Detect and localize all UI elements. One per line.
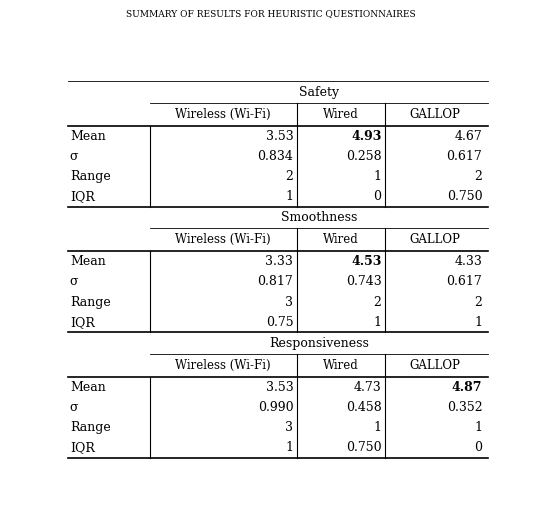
Text: IQR: IQR: [70, 190, 95, 203]
Text: 0.617: 0.617: [447, 275, 482, 288]
Text: 0.258: 0.258: [346, 150, 382, 163]
Text: 2: 2: [286, 170, 293, 183]
Text: Wired: Wired: [323, 359, 359, 372]
Text: 2: 2: [474, 170, 482, 183]
Text: 0.75: 0.75: [266, 316, 293, 329]
Text: Smoothness: Smoothness: [281, 211, 357, 224]
Text: GALLOP: GALLOP: [410, 108, 461, 121]
Text: 4.87: 4.87: [452, 381, 482, 393]
Text: Wireless (Wi-Fi): Wireless (Wi-Fi): [176, 359, 271, 372]
Text: 3.33: 3.33: [266, 255, 293, 268]
Text: 0.750: 0.750: [346, 441, 382, 454]
Text: 1: 1: [285, 190, 293, 203]
Text: GALLOP: GALLOP: [410, 359, 461, 372]
Text: Mean: Mean: [70, 381, 106, 393]
Text: 0.743: 0.743: [346, 275, 382, 288]
Text: 4.93: 4.93: [351, 129, 382, 143]
Text: 1: 1: [474, 316, 482, 329]
Text: Wired: Wired: [323, 108, 359, 121]
Text: 0: 0: [474, 441, 482, 454]
Text: 3.53: 3.53: [266, 129, 293, 143]
Text: IQR: IQR: [70, 441, 95, 454]
Text: Wireless (Wi-Fi): Wireless (Wi-Fi): [176, 108, 271, 121]
Text: 1: 1: [285, 441, 293, 454]
Text: Wireless (Wi-Fi): Wireless (Wi-Fi): [176, 234, 271, 246]
Text: 0.750: 0.750: [447, 190, 482, 203]
Text: 4.53: 4.53: [351, 255, 382, 268]
Text: 4.67: 4.67: [455, 129, 482, 143]
Text: Safety: Safety: [299, 86, 339, 98]
Text: 2: 2: [474, 296, 482, 309]
Text: 3: 3: [285, 296, 293, 309]
Text: Range: Range: [70, 296, 111, 309]
Text: 0.352: 0.352: [447, 401, 482, 414]
Text: 3.53: 3.53: [266, 381, 293, 393]
Text: 1: 1: [373, 170, 382, 183]
Text: 3: 3: [285, 421, 293, 434]
Text: Range: Range: [70, 421, 111, 434]
Text: IQR: IQR: [70, 316, 95, 329]
Text: σ: σ: [70, 275, 79, 288]
Text: 0.617: 0.617: [447, 150, 482, 163]
Text: GALLOP: GALLOP: [410, 234, 461, 246]
Text: 1: 1: [373, 421, 382, 434]
Text: σ: σ: [70, 401, 79, 414]
Text: 0.458: 0.458: [346, 401, 382, 414]
Text: Range: Range: [70, 170, 111, 183]
Text: 4.73: 4.73: [354, 381, 382, 393]
Text: 1: 1: [474, 421, 482, 434]
Text: 2: 2: [373, 296, 382, 309]
Text: σ: σ: [70, 150, 79, 163]
Text: Mean: Mean: [70, 255, 106, 268]
Text: 0.990: 0.990: [257, 401, 293, 414]
Text: 4.33: 4.33: [454, 255, 482, 268]
Text: Wired: Wired: [323, 234, 359, 246]
Text: 0.817: 0.817: [257, 275, 293, 288]
Text: SUMMARY OF RESULTS FOR HEURISTIC QUESTIONNAIRES: SUMMARY OF RESULTS FOR HEURISTIC QUESTIO…: [126, 9, 416, 18]
Text: 0.834: 0.834: [257, 150, 293, 163]
Text: 0: 0: [373, 190, 382, 203]
Text: Responsiveness: Responsiveness: [269, 337, 369, 350]
Text: 1: 1: [373, 316, 382, 329]
Text: Mean: Mean: [70, 129, 106, 143]
